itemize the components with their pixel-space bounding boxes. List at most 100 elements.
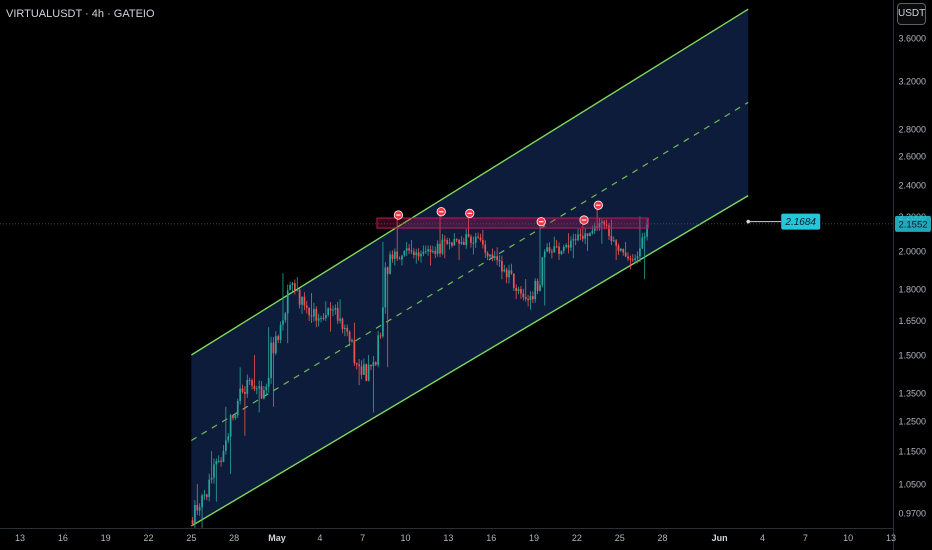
- candle-up: [384, 267, 387, 308]
- candle-up: [441, 239, 444, 254]
- candle-down: [548, 247, 551, 252]
- current-price-tag: 2.1552: [895, 215, 931, 232]
- candle-up: [282, 320, 284, 325]
- channel-upper-line[interactable]: [190, 8, 749, 356]
- candle-up: [224, 440, 227, 451]
- candle-up: [465, 234, 468, 245]
- candle-up: [589, 233, 591, 237]
- candle-up: [591, 230, 594, 234]
- candle-down: [522, 293, 525, 298]
- candle-down: [629, 258, 632, 260]
- candle-down: [551, 251, 553, 253]
- x-tick-label: 4: [760, 533, 765, 543]
- candle-down: [379, 335, 382, 337]
- current-price-tag-label: 2.1552: [898, 219, 927, 230]
- candle-up: [215, 460, 218, 465]
- candle-up: [565, 245, 568, 247]
- candle-up: [427, 249, 429, 252]
- candle-up: [503, 269, 506, 272]
- candle-up: [508, 270, 510, 278]
- candle-down: [220, 460, 222, 462]
- candle-down: [581, 235, 584, 239]
- candle-up: [246, 379, 249, 394]
- candle-up: [646, 224, 648, 237]
- candle-down: [412, 251, 415, 256]
- candle-up: [351, 340, 353, 342]
- candle-up: [643, 236, 646, 238]
- candle-up: [377, 335, 380, 365]
- candle-up: [236, 400, 239, 416]
- candle-up: [339, 318, 341, 321]
- x-tick-label: 19: [101, 533, 111, 543]
- candle-down: [615, 240, 617, 246]
- price-marker-box: [781, 213, 821, 230]
- candle-down: [498, 260, 501, 262]
- candle-down: [341, 318, 344, 330]
- candle-up: [198, 507, 201, 511]
- candle-down: [232, 415, 234, 419]
- candle-up: [472, 242, 475, 244]
- candle-up: [460, 241, 463, 244]
- y-tick-label: 3.2000: [898, 76, 926, 86]
- candle-down: [462, 241, 465, 245]
- candle-up: [286, 290, 289, 314]
- candle-up: [562, 246, 565, 251]
- candle-up: [208, 479, 211, 497]
- candle-up: [279, 324, 282, 340]
- time-axis[interactable]: 13 16 19 22 25 28 May 4 7 10 13 16 19 22 25 28 Jun 4 7 10 13: [15, 533, 896, 543]
- candle-down: [355, 363, 358, 365]
- resistance-zone[interactable]: [376, 217, 649, 229]
- candle-down: [477, 236, 479, 238]
- candle-up: [634, 258, 637, 261]
- x-tick-label: 22: [572, 533, 582, 543]
- candle-down: [505, 269, 508, 278]
- channel-lower-line[interactable]: [190, 194, 749, 527]
- currency-button[interactable]: USDT: [897, 3, 926, 25]
- candle-up: [546, 247, 548, 252]
- candle-up: [291, 283, 294, 286]
- candle-up: [222, 450, 225, 462]
- candle-down: [596, 226, 598, 228]
- candle-up: [529, 296, 532, 301]
- candle-up: [270, 342, 272, 378]
- candle-down: [603, 221, 606, 225]
- price-marker-callout[interactable]: 2.1684: [746, 213, 821, 230]
- candle-down: [512, 273, 515, 288]
- y-tick-label: 0.9700: [898, 508, 926, 518]
- candle-down: [417, 252, 420, 257]
- candle-down: [567, 245, 570, 248]
- candle-down: [536, 280, 539, 291]
- y-tick-label: 2.6000: [898, 151, 926, 161]
- current-price-tag-box: [895, 215, 931, 232]
- candle-down: [272, 342, 275, 354]
- candle-down: [305, 305, 308, 308]
- candle-down: [191, 520, 194, 524]
- candle-up: [584, 233, 587, 239]
- symbol-title: VIRTUALUSDT · 4h · GATEIO: [6, 8, 155, 20]
- candle-down: [251, 380, 253, 386]
- candle-down: [386, 267, 389, 274]
- candle-down: [605, 224, 608, 226]
- candle-down: [308, 307, 311, 316]
- price-marker-label: 2.1684: [784, 217, 816, 228]
- candle-down: [455, 239, 458, 241]
- candle-up: [203, 494, 206, 496]
- candle-down: [515, 287, 518, 292]
- touch-markers: [393, 200, 603, 227]
- x-tick-label: May: [268, 533, 286, 543]
- candle-up: [284, 313, 287, 321]
- candle-up: [517, 289, 520, 292]
- candle-up: [289, 285, 291, 291]
- channel-middle-dashed-line[interactable]: [191, 101, 749, 442]
- candle-down: [627, 256, 629, 259]
- candle-up: [420, 253, 422, 257]
- candle-down: [586, 233, 589, 237]
- candle-down: [520, 289, 522, 294]
- candle-down: [253, 385, 256, 390]
- candle-up: [274, 336, 277, 354]
- candle-down: [439, 243, 441, 254]
- candle-down: [496, 256, 499, 261]
- candle-down: [310, 315, 313, 317]
- candle-up: [436, 243, 439, 254]
